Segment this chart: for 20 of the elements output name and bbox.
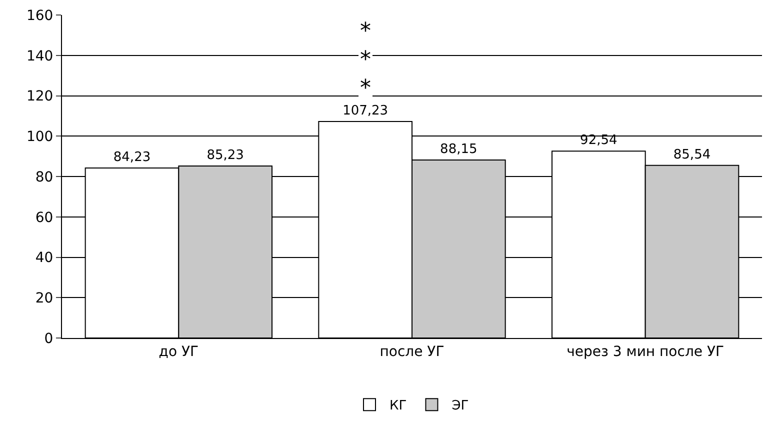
x-tick-label: через 3 мин после УГ xyxy=(566,344,724,360)
x-tick-label: после УГ xyxy=(380,344,444,360)
annotation: *** xyxy=(360,19,371,102)
x-tick-label: до УГ xyxy=(158,344,199,360)
text: 85,54 xyxy=(673,147,711,162)
y-tick-label: 80 xyxy=(35,169,54,186)
text: 88,15 xyxy=(440,142,478,158)
text: 107,23 xyxy=(342,104,388,119)
y-tick-label: 0 xyxy=(44,330,54,347)
legend-label: ЭГ xyxy=(452,398,469,414)
y-tick-label: 140 xyxy=(26,48,54,64)
text: 84,23 xyxy=(113,150,151,165)
y-tick-label: 60 xyxy=(35,210,54,226)
y-tick-label: 40 xyxy=(35,250,54,266)
y-tick-label: 120 xyxy=(26,88,54,105)
legend-label: КГ xyxy=(390,398,407,414)
text: 85,23 xyxy=(206,148,244,163)
y-tick-label: 20 xyxy=(35,290,54,307)
y-tick-label: 160 xyxy=(26,8,54,24)
y-tick-label: 100 xyxy=(26,129,54,146)
